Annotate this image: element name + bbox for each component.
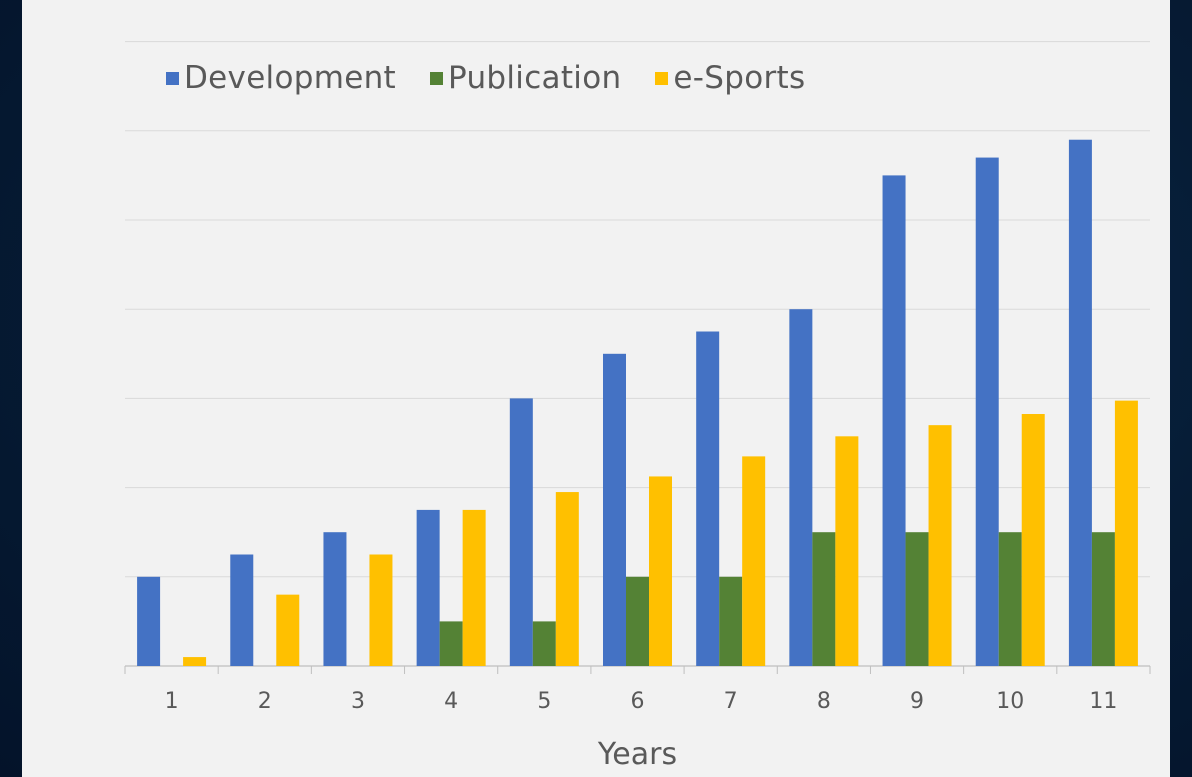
bar-development-6 <box>603 353 626 666</box>
x-tick-label: 6 <box>631 689 645 714</box>
x-tick-label: 3 <box>351 689 365 714</box>
legend: Development Publication e-Sports <box>166 58 805 98</box>
bar-development-1 <box>137 576 161 666</box>
x-tick-label: 2 <box>258 689 272 714</box>
bar-e-sports-8 <box>835 436 859 666</box>
bar-e-sports-1 <box>183 657 207 666</box>
bar-development-11 <box>1068 139 1092 667</box>
legend-swatch-esports <box>655 71 669 85</box>
legend-item-development: Development <box>166 60 396 96</box>
bar-e-sports-2 <box>276 594 300 666</box>
x-tick-label: 11 <box>1089 689 1117 714</box>
bar-development-9 <box>882 175 906 666</box>
bar-e-sports-11 <box>1114 400 1138 666</box>
x-axis-title: Years <box>597 737 677 772</box>
legend-swatch-publication <box>430 71 443 85</box>
legend-label-esports: e-Sports <box>673 60 806 96</box>
bar-publication-4 <box>439 621 463 666</box>
bar-e-sports-4 <box>462 509 486 666</box>
x-tick-label: 8 <box>817 689 831 714</box>
x-tick-label: 4 <box>444 689 458 714</box>
bar-e-sports-6 <box>649 476 672 666</box>
bar-e-sports-5 <box>555 492 579 666</box>
bar-development-10 <box>975 157 999 666</box>
legend-swatch-development <box>166 71 179 85</box>
bar-e-sports-10 <box>1021 414 1045 666</box>
bar-publication-9 <box>905 532 929 666</box>
x-tick-label: 10 <box>996 689 1024 714</box>
bar-e-sports-3 <box>369 554 393 666</box>
x-tick-label: 9 <box>910 689 924 714</box>
legend-item-esports: e-Sports <box>655 60 805 96</box>
x-tick-label: 1 <box>165 689 179 714</box>
bar-publication-7 <box>719 576 743 666</box>
bar-publication-6 <box>626 576 649 666</box>
bar-development-2 <box>230 554 254 666</box>
legend-item-publication: Publication <box>430 60 621 96</box>
bar-e-sports-9 <box>928 425 952 666</box>
legend-label-development: Development <box>184 60 396 96</box>
bar-development-4 <box>416 509 440 666</box>
bar-e-sports-7 <box>742 456 766 666</box>
bar-publication-11 <box>1091 532 1115 666</box>
x-tick-label: 7 <box>724 689 738 714</box>
bar-publication-10 <box>998 532 1022 666</box>
bar-development-3 <box>323 532 347 666</box>
bar-development-8 <box>789 309 813 666</box>
x-tick-label: 5 <box>537 689 551 714</box>
bar-development-5 <box>509 398 533 666</box>
bar-publication-8 <box>812 532 836 666</box>
bar-publication-5 <box>532 621 556 666</box>
bar-development-7 <box>696 331 720 666</box>
legend-label-publication: Publication <box>448 60 622 96</box>
